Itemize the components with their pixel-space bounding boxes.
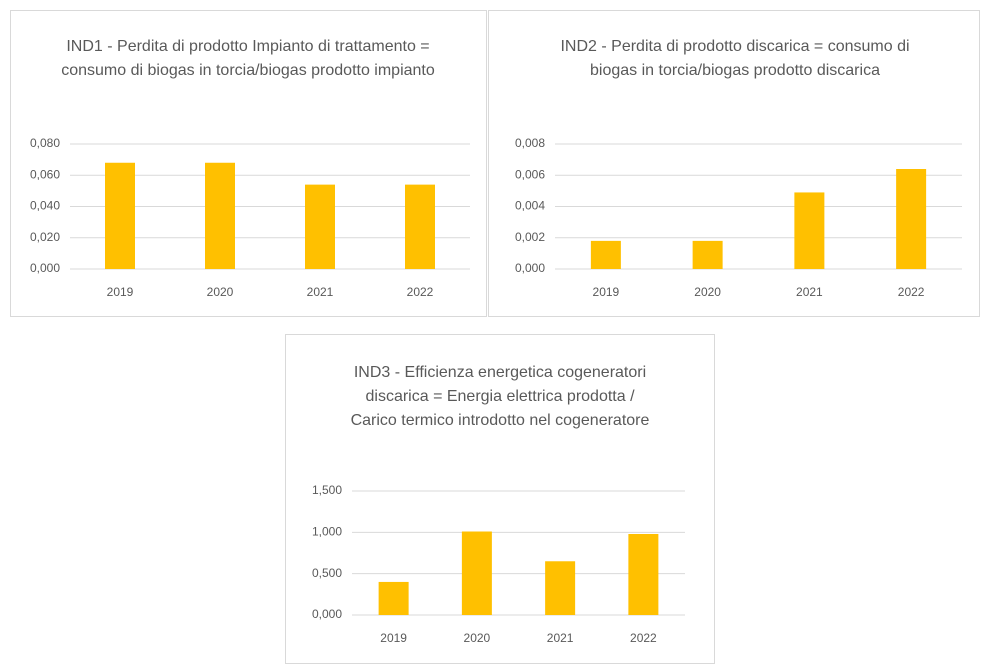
- y-tick-label: 0,000: [515, 261, 545, 275]
- bar: [305, 184, 335, 269]
- x-tick-label: 2022: [898, 285, 925, 299]
- x-tick-label: 2022: [407, 285, 434, 299]
- bar: [405, 184, 435, 269]
- bar: [692, 240, 723, 269]
- bar: [628, 533, 659, 615]
- y-tick-label: 0,000: [30, 261, 60, 275]
- y-tick-label: 0,002: [515, 230, 545, 244]
- y-tick-label: 0,004: [515, 199, 545, 213]
- y-tick-label: 0,500: [312, 566, 342, 580]
- x-tick-label: 2020: [694, 285, 721, 299]
- chart-title: IND3 - Efficienza energetica cogenerator…: [350, 364, 650, 429]
- bar: [590, 240, 621, 269]
- bar: [205, 162, 235, 269]
- y-tick-label: 1,000: [312, 525, 342, 539]
- y-tick-label: 0,040: [30, 199, 60, 213]
- x-tick-label: 2020: [207, 285, 234, 299]
- x-tick-label: 2021: [796, 285, 823, 299]
- chart-title: IND1 - Perdita di prodotto Impianto di t…: [61, 38, 435, 79]
- bar: [794, 192, 825, 269]
- y-tick-label: 0,000: [312, 607, 342, 621]
- chart-title: IND2 - Perdita di prodotto discarica = c…: [560, 38, 910, 79]
- x-tick-label: 2022: [630, 631, 657, 645]
- bar: [378, 581, 409, 615]
- bar: [105, 162, 135, 269]
- x-tick-label: 2019: [593, 285, 620, 299]
- x-tick-label: 2021: [547, 631, 574, 645]
- y-tick-label: 0,020: [30, 230, 60, 244]
- y-tick-label: 0,008: [515, 136, 545, 150]
- y-tick-label: 0,006: [515, 167, 545, 181]
- x-tick-label: 2020: [464, 631, 491, 645]
- x-tick-label: 2021: [307, 285, 334, 299]
- bar: [545, 561, 576, 615]
- y-tick-label: 0,060: [30, 167, 60, 181]
- x-tick-label: 2019: [107, 285, 134, 299]
- y-tick-label: 1,500: [312, 483, 342, 497]
- y-tick-label: 0,080: [30, 136, 60, 150]
- bar: [461, 531, 492, 615]
- x-tick-label: 2019: [380, 631, 407, 645]
- bar: [896, 169, 927, 269]
